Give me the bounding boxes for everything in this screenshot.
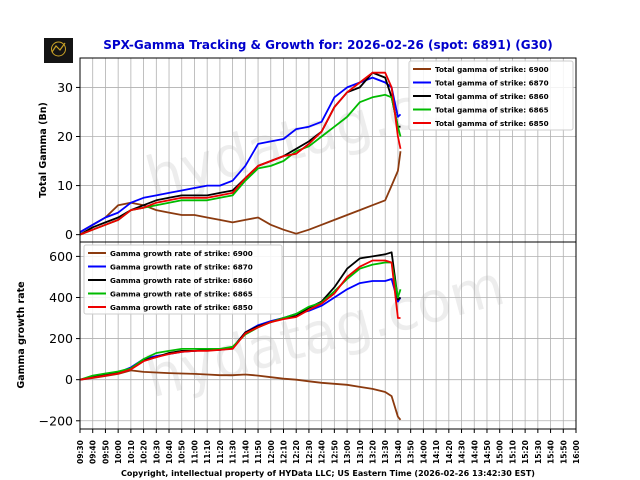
growth-y-tick-label: 600 [49, 249, 73, 264]
gamma-legend-label: Total gamma of strike: 6865 [435, 106, 549, 115]
gamma-y-axis-label: Total Gamma (Bn) [38, 102, 49, 198]
gamma-legend-label: Total gamma of strike: 6850 [435, 119, 549, 128]
x-tick-label: 15:00 [496, 440, 505, 464]
chart-title: SPX-Gamma Tracking & Growth for: 2026-02… [103, 38, 553, 52]
growth-legend-label: Gamma growth rate of strike: 6850 [110, 303, 253, 312]
x-tick-label: 15:10 [508, 440, 517, 464]
x-tick-label: 13:30 [381, 440, 390, 464]
x-tick-label: 15:20 [521, 440, 530, 464]
x-tick-label: 15:50 [559, 440, 568, 464]
x-tick-label: 14:20 [445, 440, 454, 464]
gamma-legend-box [408, 60, 574, 131]
gamma-y-tick-label: 10 [57, 178, 73, 193]
gamma-y-tick-label: 30 [57, 80, 73, 95]
gamma-legend-label: Total gamma of strike: 6900 [435, 65, 549, 74]
x-tick-label: 09:30 [76, 440, 85, 464]
x-tick-label: 13:10 [356, 440, 365, 464]
hydata-logo [44, 38, 73, 63]
x-tick-label: 14:10 [432, 440, 441, 464]
x-tick-label: 15:40 [547, 440, 556, 464]
growth-y-tick-label: −200 [39, 413, 73, 428]
x-tick-label: 12:00 [267, 440, 276, 464]
growth-y-tick-label: 400 [49, 290, 73, 305]
x-tick-label: 10:10 [127, 440, 136, 464]
growth-legend-label: Gamma growth rate of strike: 6900 [110, 249, 253, 258]
growth-legend: Gamma growth rate of strike: 6900 Gamma g… [83, 244, 283, 315]
x-tick-label: 11:40 [241, 440, 250, 464]
x-tick-label: 11:50 [254, 440, 263, 464]
gamma-y-tick-label: 0 [65, 227, 73, 242]
x-tick-label: 11:00 [190, 440, 199, 464]
x-tick-label: 13:20 [369, 440, 378, 464]
gamma-legend-label: Total gamma of strike: 6870 [435, 79, 549, 88]
x-tick-label: 12:40 [318, 440, 327, 464]
x-tick-label: 11:30 [229, 440, 238, 464]
growth-series-layer [79, 251, 402, 421]
x-tick-label: 11:10 [203, 440, 212, 464]
gamma-y-tick-label: 20 [57, 129, 73, 144]
x-tick-label: 13:00 [343, 440, 352, 464]
x-tick-label: 14:00 [419, 440, 428, 464]
gamma-panel: 0 10 20 30 Total Gamma (Bn) Total gamma of … [38, 57, 577, 243]
x-tick-label: 12:50 [330, 440, 339, 464]
x-tick-label: 15:30 [534, 440, 543, 464]
x-tick-label: 09:50 [101, 440, 110, 464]
growth-series-6900 [79, 369, 402, 421]
growth-legend-label: Gamma growth rate of strike: 6870 [110, 263, 253, 272]
growth-y-tick-label: 0 [65, 372, 73, 387]
growth-legend-box [83, 244, 283, 315]
x-tick-label: 13:50 [407, 440, 416, 464]
growth-legend-label: Gamma growth rate of strike: 6865 [110, 290, 253, 299]
gamma-series-6850 [79, 71, 402, 236]
x-tick-label: 10:20 [140, 440, 149, 464]
x-tick-label: 10:40 [165, 440, 174, 464]
x-tick-label: 10:00 [114, 440, 123, 464]
gamma-y-axis: 0 10 20 30 [57, 80, 80, 242]
x-tick-label: 13:40 [394, 440, 403, 464]
gamma-legend: Total gamma of strike: 6900 Total gamma o… [408, 60, 574, 131]
gamma-series-6900 [79, 151, 402, 235]
x-tick-label: 14:50 [483, 440, 492, 464]
growth-series-6850 [79, 259, 401, 381]
x-tick-label: 14:40 [470, 440, 479, 464]
x-tick-label: 11:20 [216, 440, 225, 464]
growth-y-axis-label: Gamma growth rate [16, 281, 27, 388]
gamma-legend-label: Total gamma of strike: 6860 [435, 92, 549, 101]
x-tick-label: 14:30 [458, 440, 467, 464]
growth-plot-frame [79, 241, 577, 430]
x-tick-label: 12:20 [292, 440, 301, 464]
gamma-series-layer [79, 71, 402, 236]
growth-panel: −200 0 200 400 600 Gamma growth rate Gamma g… [16, 241, 577, 430]
x-tick-label: 12:30 [305, 440, 314, 464]
growth-legend-label: Gamma growth rate of strike: 6860 [110, 276, 253, 285]
x-tick-label: 12:10 [279, 440, 288, 464]
x-tick-label: 10:30 [152, 440, 161, 464]
x-tick-label: 10:50 [178, 440, 187, 464]
growth-y-axis: −200 0 200 400 600 [39, 249, 80, 428]
time-x-axis: 09:30 09:40 09:50 10:00 10:10 10:20 10:30 10:40… [76, 429, 581, 464]
growth-y-tick-label: 200 [49, 331, 73, 346]
copyright-footer: Copyright, intellectual property of HYDa… [121, 469, 535, 478]
x-tick-label: 16:00 [572, 440, 581, 464]
x-tick-label: 09:40 [89, 440, 98, 464]
